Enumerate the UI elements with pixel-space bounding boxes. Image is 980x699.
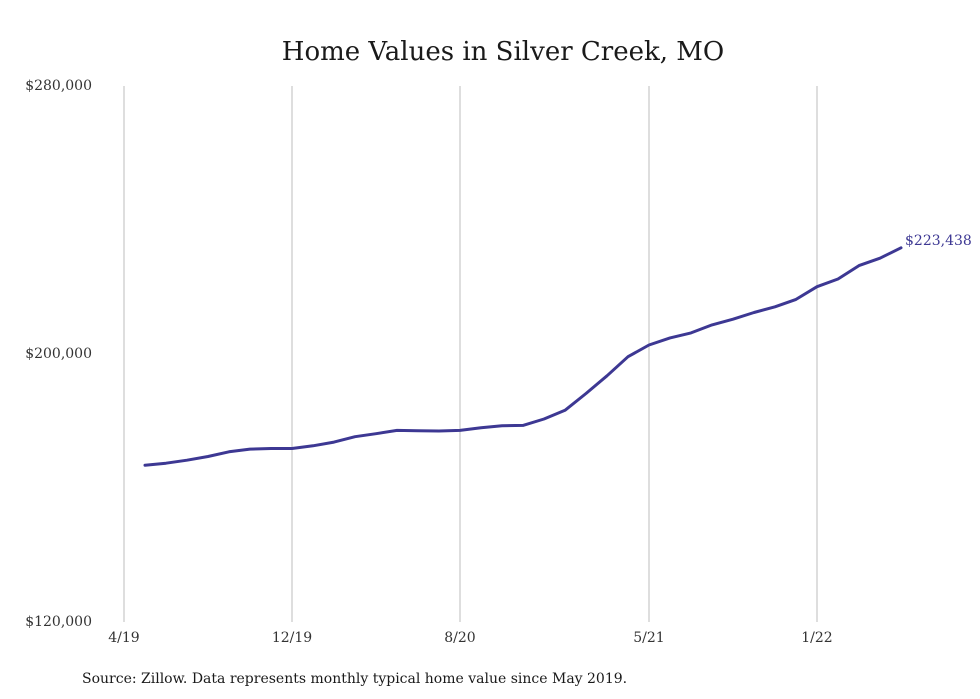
x-tick-label: 4/19 [108, 630, 139, 646]
gridlines [123, 86, 818, 622]
chart-title: Home Values in Silver Creek, MO [282, 37, 724, 67]
y-tick-label: $120,000 [25, 614, 92, 630]
y-tick-label: $200,000 [25, 346, 92, 362]
x-axis-ticks: 4/19 12/19 8/20 5/21 1/22 [108, 630, 832, 646]
y-tick-label: $280,000 [25, 78, 92, 94]
y-axis-ticks: $120,000 $200,000 $280,000 [25, 78, 92, 630]
x-tick-label: 1/22 [801, 630, 832, 646]
source-note: Source: Zillow. Data represents monthly … [82, 671, 627, 687]
series-line [143, 246, 903, 467]
end-value-label: $223,438 [905, 233, 972, 249]
x-tick-label: 12/19 [272, 630, 312, 646]
x-tick-label: 8/20 [444, 630, 475, 646]
x-tick-label: 5/21 [633, 630, 664, 646]
